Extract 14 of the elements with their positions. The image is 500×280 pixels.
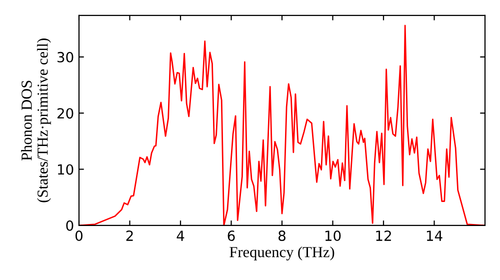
x-tick-label: 0	[75, 230, 82, 242]
x-tick-label: 8	[278, 230, 286, 242]
x-tick-label: 6	[228, 230, 235, 242]
y-axis-title: Phonon DOS (States/THz·primitive cell)	[21, 38, 51, 202]
x-axis-title: Frequency (THz)	[230, 246, 334, 260]
y-tick-label: 20	[57, 108, 74, 119]
y-tick-label: 0	[66, 220, 74, 231]
x-tick-label: 12	[376, 230, 391, 241]
y-tick-label: 30	[58, 52, 74, 62]
x-tick-label: 10	[325, 230, 341, 242]
x-tick-label: 2	[126, 230, 133, 241]
x-tick-label: 4	[176, 230, 184, 241]
x-tick-label: 14	[426, 230, 442, 241]
y-tick-label: 10	[58, 164, 74, 175]
